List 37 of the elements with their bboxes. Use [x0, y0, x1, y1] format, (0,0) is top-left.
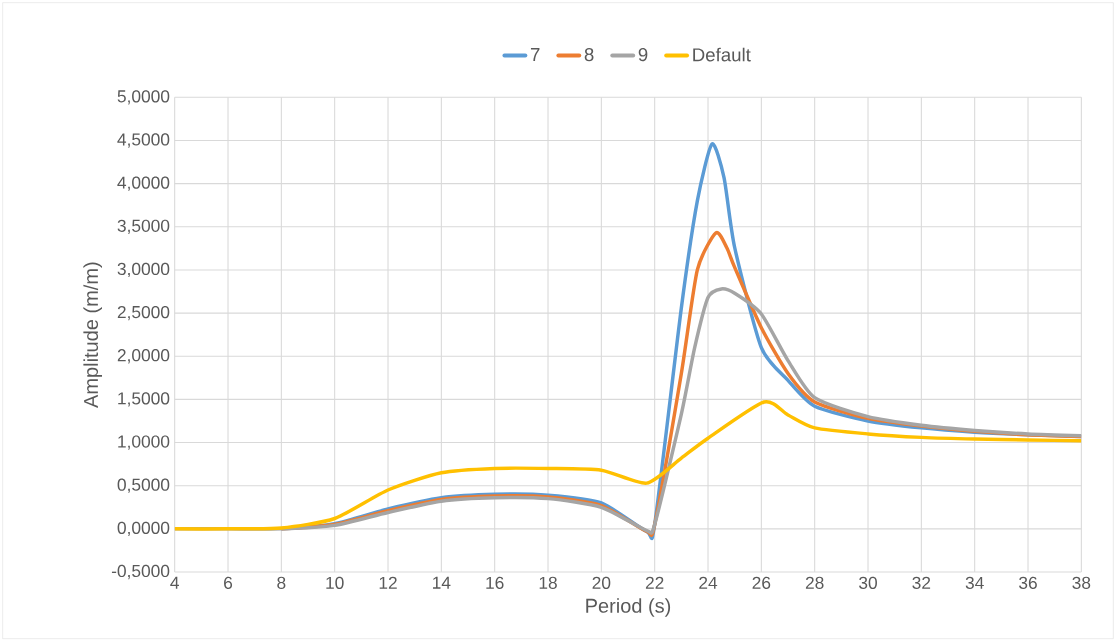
x-tick-label: 8 — [277, 576, 286, 589]
y-tick-label: 1,5000 — [118, 392, 170, 407]
x-tick-label: 22 — [645, 576, 664, 589]
legend-label: Default — [693, 47, 751, 62]
x-tick-label: 38 — [1072, 576, 1091, 589]
x-tick-label: 28 — [805, 576, 824, 589]
x-tick-label: 6 — [224, 576, 233, 589]
y-tick-label: 0,0000 — [117, 521, 170, 536]
x-tick-label: 18 — [539, 576, 557, 589]
x-tick-label: 14 — [433, 576, 451, 589]
x-tick-label: 26 — [752, 576, 771, 589]
x-axis-title: Period (s) — [586, 597, 671, 617]
y-tick-label: 2,5000 — [117, 305, 170, 321]
x-tick-label: 20 — [592, 576, 611, 589]
x-tick-label: 4 — [170, 576, 179, 589]
y-tick-label: 5,0000 — [117, 90, 170, 105]
line-series — [174, 399, 1082, 531]
legend-label: 8 — [584, 47, 594, 62]
x-tick-label: 34 — [965, 576, 984, 589]
y-tick-label: 0,5000 — [117, 478, 170, 493]
x-tick-label: 10 — [326, 576, 344, 589]
y-tick-label: 4,0000 — [117, 176, 170, 191]
y-axis-title: Amplitude (m/m) — [83, 262, 103, 408]
y-tick-label: 3,5000 — [117, 219, 170, 234]
x-tick-label: 32 — [912, 576, 931, 589]
x-tick-label: 12 — [379, 576, 397, 589]
y-tick-label: 1,0000 — [118, 435, 170, 450]
x-tick-label: 16 — [486, 576, 504, 589]
x-tick-label: 24 — [699, 576, 718, 589]
y-tick-label: 3,0000 — [117, 262, 170, 277]
x-tick-label: 30 — [859, 576, 877, 589]
y-tick-label: 4,5000 — [117, 133, 170, 148]
legend-label: 7 — [530, 47, 540, 61]
x-tick-label: 36 — [1019, 576, 1037, 589]
y-tick-label: -0,5000 — [111, 564, 170, 580]
y-tick-label: 2,0000 — [117, 348, 170, 364]
legend-label: 9 — [638, 47, 648, 62]
